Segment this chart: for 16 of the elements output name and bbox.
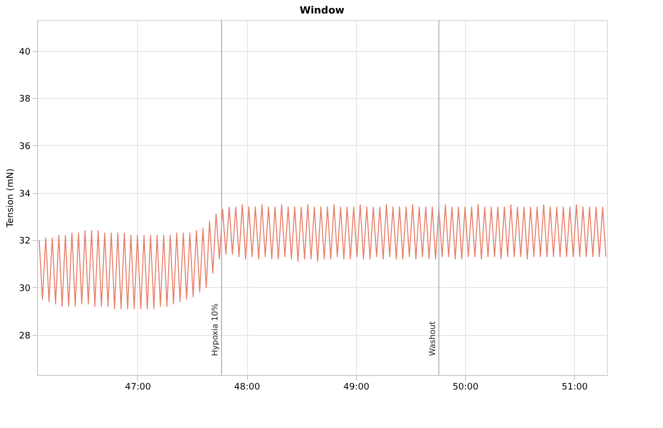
x-tick-label: 48:00 [234, 382, 260, 392]
x-tick-label: 50:00 [452, 382, 479, 392]
x-tick-label: 49:00 [343, 382, 370, 392]
y-tick-label: 36 [19, 142, 31, 152]
y-tick-label: 38 [19, 94, 31, 105]
ref-line-label: Washout [428, 321, 437, 356]
y-axis-title: Tension (mN) [6, 168, 16, 228]
y-tick-label: 30 [19, 284, 31, 294]
x-tick-label: 47:00 [124, 382, 152, 392]
y-tick-label: 28 [19, 331, 31, 342]
ref-line-label: Hypoxia 10% [210, 302, 220, 356]
x-tick-label: 51:00 [562, 382, 588, 392]
y-tick-label: 34 [19, 189, 31, 200]
chart-title: Window [300, 6, 344, 16]
y-tick-label: 40 [19, 47, 31, 58]
y-tick-label: 32 [19, 236, 30, 247]
